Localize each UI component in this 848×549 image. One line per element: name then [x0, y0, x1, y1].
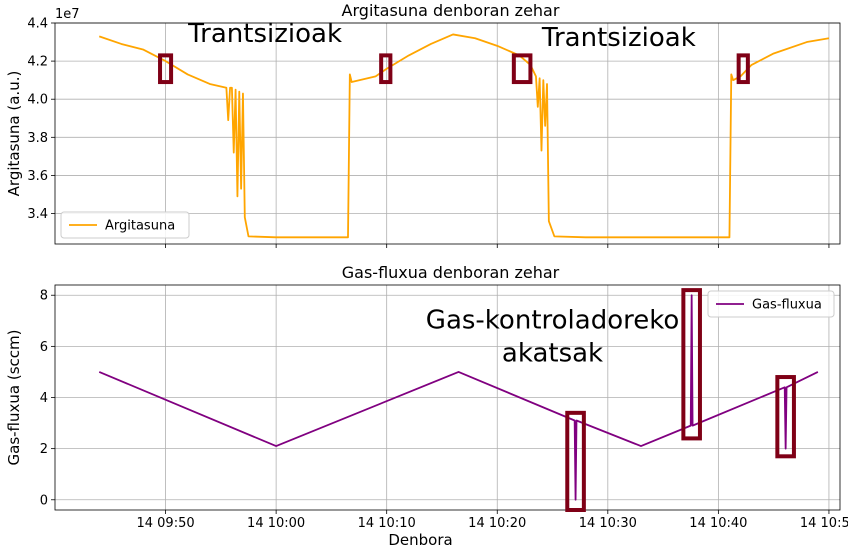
plot-frame — [54, 22, 841, 245]
annotation-label: Gas-kontroladoreko — [426, 305, 679, 335]
y-tick-label: 6 — [40, 340, 48, 355]
highlight-box — [511, 53, 533, 85]
x-tick-label: 14 09:50 — [136, 516, 194, 531]
x-tick-label: 14 10:10 — [358, 516, 416, 531]
x-tick-label: 14 10:50 — [800, 516, 848, 531]
brightness-panel: 3.4 3.6 3.8 4.0 4.2 4.4 1e7 Argitasuna denboran… — [5, 1, 841, 248]
x-tick-label: 14 10:30 — [579, 516, 637, 531]
highlight-box — [681, 288, 702, 441]
highlight-box — [379, 53, 393, 85]
y-axis-label: Gas-fluxua (sccm) — [5, 330, 23, 466]
legend: Gas-fluxua — [707, 290, 835, 318]
highlight-box — [158, 53, 174, 85]
legend-label: Argitasuna — [105, 219, 175, 234]
legend-frame — [60, 211, 190, 239]
x-tick-label: 14 10:40 — [689, 516, 747, 531]
legend-frame — [707, 290, 835, 318]
legend-label: Gas-fluxua — [752, 298, 822, 313]
y-tick-label: 3.4 — [27, 207, 48, 222]
y-tick-label: 3.8 — [27, 131, 48, 146]
gas-flow-panel: 0 2 4 6 8 14 09:50 14 10:00 14 10:10 14 10:20 14 … — [5, 263, 848, 549]
y-tick-label: 2 — [40, 442, 48, 457]
panel-title: Argitasuna denboran zehar — [342, 1, 560, 20]
highlight-box — [736, 53, 750, 85]
series-line-argitasuna — [98, 33, 830, 239]
y-tick-label: 0 — [40, 493, 48, 508]
x-tick-label: 14 10:20 — [468, 516, 526, 531]
y-tick-label: 4.4 — [27, 17, 48, 32]
y-tick-label: 3.6 — [27, 169, 48, 184]
x-tick-label: 14 10:00 — [247, 516, 305, 531]
y-axis-label: Argitasuna (a.u.) — [5, 71, 23, 197]
series-line-gas-fluxua — [98, 294, 819, 501]
annotation-label: Trantsizioak — [541, 23, 696, 53]
annotation-label: Trantsizioak — [187, 19, 342, 49]
legend: Argitasuna — [60, 211, 190, 239]
highlight-box — [565, 410, 586, 512]
y-tick-label: 4.2 — [27, 55, 48, 70]
y-offset-text: 1e7 — [55, 7, 80, 22]
panel-title: Gas-fluxua denboran zehar — [342, 263, 560, 282]
x-axis-label: Denbora — [388, 531, 452, 549]
y-tick-label: 8 — [40, 289, 48, 304]
y-tick-label: 4 — [40, 391, 48, 406]
highlight-box — [775, 375, 796, 459]
annotation-label: akatsak — [502, 339, 603, 369]
y-tick-label: 4.0 — [27, 93, 48, 108]
